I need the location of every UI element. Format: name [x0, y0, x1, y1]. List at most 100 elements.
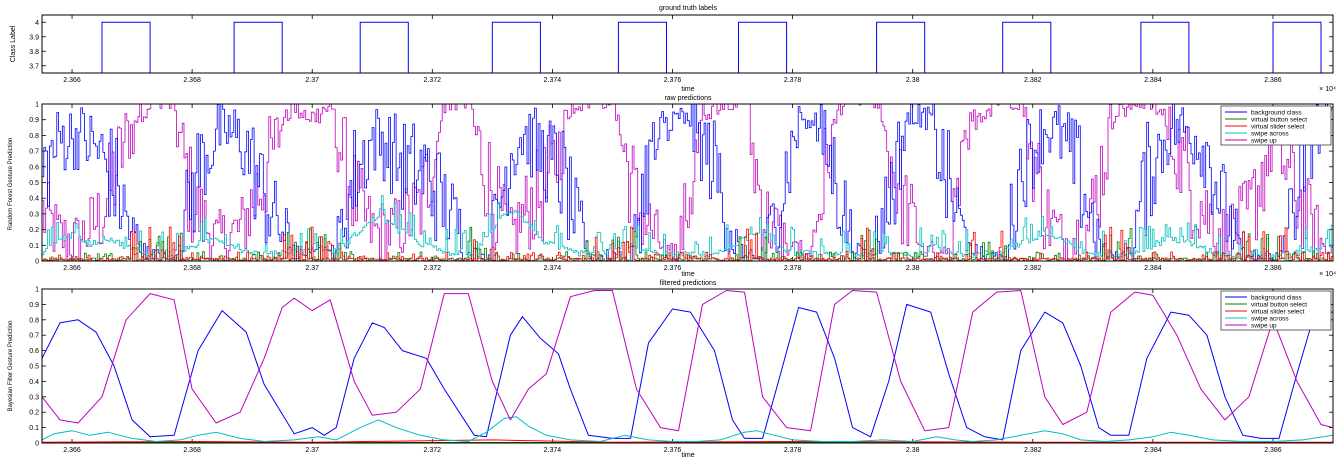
x-tick-label: 2.372: [424, 265, 442, 272]
panel1-y-ticks: 3.7 3.8 3.9 4: [29, 20, 1333, 70]
panel-filtered-predictions: filtered predictions Bayesian Filter Ges…: [8, 280, 1334, 459]
panel2-x-label: time: [681, 271, 694, 278]
legend-label: swipe across: [1251, 315, 1289, 322]
panel2-title: raw predictions: [664, 95, 712, 102]
y-tick-label: 1: [35, 102, 39, 109]
x-tick-label: 2.386: [1264, 447, 1282, 454]
panel1-x-ticks: 2.366 2.368 2.37 2.372 2.374 2.376 2.378 2.38 2.…: [63, 15, 1282, 84]
swipe-up-line: [41, 290, 1334, 432]
y-tick-label: 1: [35, 287, 39, 294]
x-tick-label: 2.376: [664, 447, 682, 454]
x-tick-label: 2.376: [664, 265, 682, 272]
x-tick-label: 2.366: [63, 265, 81, 272]
panel-ground-truth: ground truth labels Class Label 3.73.83.…: [10, 5, 1336, 93]
legend-label: virtual button select: [1251, 116, 1307, 123]
panel3-x-label: time: [681, 452, 694, 459]
y-tick-label: 0.4: [29, 196, 39, 203]
y-tick-label: 3.7: [29, 63, 39, 70]
legend-label: background class: [1251, 294, 1302, 301]
x-tick-label: 2.374: [544, 447, 562, 454]
panel2-x-exponent: × 10⁴: [1319, 271, 1336, 278]
x-tick-label: 2.382: [1024, 77, 1042, 84]
y-tick-label: 0.9: [29, 302, 39, 309]
x-tick-label: 2.374: [544, 265, 562, 272]
x-tick-label: 2.366: [63, 447, 81, 454]
panel3-x-ticks: 2.366 2.368 2.37 2.372 2.374 2.376 2.378 2.38 2.…: [63, 289, 1282, 454]
y-tick-label: 0.2: [29, 410, 39, 417]
x-tick-label: 2.386: [1264, 265, 1282, 272]
x-tick-label: 2.372: [424, 77, 442, 84]
legend-label: virtual slider select: [1251, 308, 1305, 315]
panel1-x-exponent: × 10⁴: [1319, 86, 1336, 93]
panel2-y-label: Random Forest Gesture Prediction: [8, 138, 14, 231]
legend-label: virtual button select: [1251, 301, 1307, 308]
x-tick-label: 2.378: [784, 447, 802, 454]
x-tick-label: 2.384: [1144, 265, 1162, 272]
x-tick-label: 2.368: [183, 265, 201, 272]
x-tick-label: 2.37: [305, 77, 319, 84]
x-tick-label: 2.38: [906, 77, 920, 84]
x-tick-label: 2.382: [1024, 447, 1042, 454]
legend-label: swipe across: [1251, 130, 1289, 137]
virtual-slider-select-line: [41, 439, 1333, 443]
panel2-series: [42, 103, 1334, 262]
x-tick-label: 2.37: [305, 265, 319, 272]
y-tick-label: 0.5: [29, 180, 39, 187]
y-tick-label: 0.7: [29, 333, 39, 340]
legend-label: background class: [1251, 109, 1302, 116]
y-tick-label: 0.8: [29, 133, 39, 140]
swipe-across-line: [41, 416, 1334, 442]
panel-raw-predictions: raw predictions Random Forest Gesture Pr…: [8, 95, 1336, 278]
y-tick-label: 3.9: [29, 34, 39, 41]
ground-truth-line: [42, 21, 1333, 74]
panel1-title: ground truth labels: [659, 5, 717, 12]
y-tick-label: 0.7: [29, 149, 39, 156]
x-tick-label: 2.374: [544, 77, 562, 84]
y-tick-label: 0.3: [29, 394, 39, 401]
x-tick-label: 2.384: [1144, 77, 1162, 84]
legend-label: virtual slider select: [1251, 123, 1305, 130]
y-tick-label: 0.8: [29, 317, 39, 324]
y-tick-label: 0.2: [29, 227, 39, 234]
y-tick-label: 3.8: [29, 49, 39, 56]
panel1-x-label: time: [681, 86, 694, 93]
x-tick-label: 2.378: [784, 265, 802, 272]
x-tick-label: 2.382: [1024, 265, 1042, 272]
y-tick-label: 0.3: [29, 211, 39, 218]
x-tick-label: 2.366: [63, 77, 81, 84]
panel3-series: [41, 290, 1334, 443]
y-tick-label: 0: [35, 259, 39, 266]
y-tick-label: 0.4: [29, 379, 39, 386]
panel3-title: filtered predictions: [660, 280, 717, 287]
panel3-y-label: Bayesian Filter Gesture Prediction: [8, 320, 14, 411]
x-tick-label: 2.368: [183, 77, 201, 84]
x-tick-label: 2.378: [784, 77, 802, 84]
y-tick-label: 0.6: [29, 348, 39, 355]
y-tick-label: 0.1: [29, 243, 39, 250]
panel3-plot-frame: [41, 288, 1334, 444]
y-tick-label: 0.1: [29, 425, 39, 432]
y-tick-label: 0.5: [29, 364, 39, 371]
y-tick-label: 0.6: [29, 164, 39, 171]
x-tick-label: 2.368: [183, 447, 201, 454]
x-tick-label: 2.37: [305, 447, 319, 454]
x-tick-label: 2.384: [1144, 447, 1162, 454]
legend-label: swipe up: [1251, 137, 1277, 144]
x-tick-label: 2.376: [664, 77, 682, 84]
x-tick-label: 2.372: [424, 447, 442, 454]
y-tick-label: 0.9: [29, 117, 39, 124]
x-tick-label: 2.38: [906, 265, 920, 272]
legend-label: swipe up: [1251, 322, 1277, 329]
x-tick-label: 2.38: [906, 447, 920, 454]
panel1-plot-frame: [41, 14, 1334, 74]
background-class-line: [41, 303, 1333, 441]
virtual-button-select-raw-line: [42, 226, 1334, 262]
x-tick-label: 2.386: [1264, 77, 1282, 84]
panel1-series: [42, 21, 1333, 74]
panel1-y-label: Class Label: [10, 25, 17, 62]
panel2-plot-frame: [41, 103, 1334, 262]
y-tick-label: 4: [35, 20, 39, 27]
